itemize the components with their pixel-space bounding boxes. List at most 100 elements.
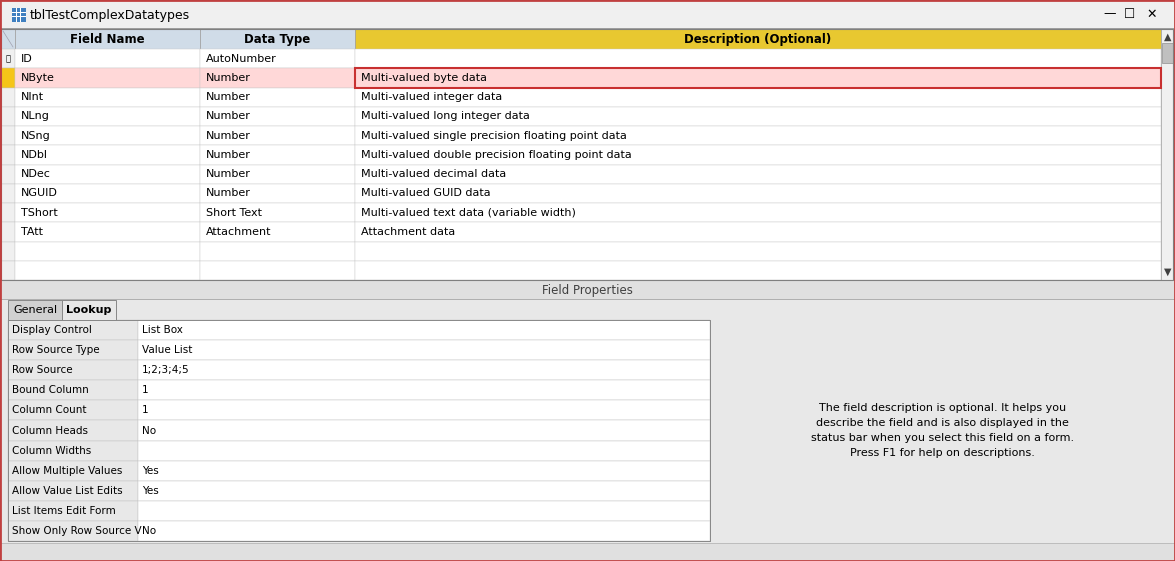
Bar: [62, 300, 116, 320]
Text: ✕: ✕: [1147, 7, 1157, 21]
Bar: [355, 241, 1161, 261]
Text: Lookup: Lookup: [66, 305, 112, 315]
Text: Field Name: Field Name: [70, 33, 145, 45]
Text: Multi-valued long integer data: Multi-valued long integer data: [361, 112, 530, 121]
Text: Allow Multiple Values: Allow Multiple Values: [12, 466, 122, 476]
Text: NLng: NLng: [21, 112, 49, 121]
Text: Multi-valued byte data: Multi-valued byte data: [361, 73, 486, 83]
Bar: [200, 29, 355, 49]
Text: List Items Edit Form: List Items Edit Form: [12, 506, 116, 516]
Text: Number: Number: [206, 188, 251, 199]
Bar: [15, 68, 200, 88]
Text: TShort: TShort: [21, 208, 58, 218]
Text: Row Source Type: Row Source Type: [12, 345, 100, 355]
Bar: [200, 68, 355, 88]
Bar: [1161, 29, 1174, 280]
Text: NDbl: NDbl: [21, 150, 48, 160]
Bar: [137, 461, 710, 481]
Bar: [355, 222, 1161, 241]
Bar: [355, 184, 1161, 203]
Bar: [8, 521, 137, 541]
Text: Multi-valued text data (variable width): Multi-valued text data (variable width): [361, 208, 576, 218]
Bar: [200, 145, 355, 164]
Bar: [8, 461, 137, 481]
Bar: [15, 107, 200, 126]
Bar: [137, 420, 710, 440]
Bar: [137, 521, 710, 541]
Text: 🔑: 🔑: [6, 54, 11, 63]
Bar: [1, 126, 15, 145]
Text: No: No: [142, 526, 156, 536]
Text: Column Heads: Column Heads: [12, 425, 88, 435]
Bar: [8, 380, 137, 401]
Text: Data Type: Data Type: [244, 33, 310, 45]
Text: ▲: ▲: [1163, 32, 1171, 42]
Bar: [8, 320, 710, 541]
Text: Multi-valued GUID data: Multi-valued GUID data: [361, 188, 491, 199]
Text: NByte: NByte: [21, 73, 55, 83]
Text: Show Only Row Source V: Show Only Row Source V: [12, 526, 142, 536]
Bar: [355, 145, 1161, 164]
Text: 1: 1: [142, 385, 148, 396]
Bar: [200, 203, 355, 222]
Text: Field Properties: Field Properties: [542, 283, 633, 297]
Bar: [1, 1, 1174, 29]
Bar: [200, 126, 355, 145]
Text: Description (Optional): Description (Optional): [684, 33, 832, 45]
Bar: [1162, 43, 1173, 63]
Bar: [15, 241, 200, 261]
Bar: [0, 280, 1175, 281]
Bar: [8, 401, 137, 420]
Bar: [355, 164, 1161, 184]
Text: Number: Number: [206, 92, 251, 102]
Text: Number: Number: [206, 131, 251, 141]
Bar: [15, 126, 200, 145]
Bar: [1, 241, 15, 261]
Bar: [15, 145, 200, 164]
Bar: [355, 261, 1161, 280]
Bar: [8, 300, 62, 320]
Text: Number: Number: [206, 169, 251, 179]
Text: —: —: [1103, 7, 1116, 21]
Bar: [8, 501, 137, 521]
Bar: [12, 8, 26, 22]
Bar: [15, 203, 200, 222]
Bar: [200, 184, 355, 203]
Text: General: General: [13, 305, 58, 315]
Bar: [200, 222, 355, 241]
Bar: [15, 29, 200, 49]
Text: NInt: NInt: [21, 92, 45, 102]
Bar: [1, 88, 15, 107]
Bar: [1, 28, 1174, 29]
Text: Display Control: Display Control: [12, 325, 92, 335]
Bar: [355, 68, 1161, 88]
Bar: [137, 320, 710, 340]
Bar: [8, 420, 137, 440]
Text: Attachment data: Attachment data: [361, 227, 455, 237]
Bar: [0, 280, 1175, 300]
Text: Row Source: Row Source: [12, 365, 73, 375]
Bar: [0, 299, 1175, 300]
Text: Attachment: Attachment: [206, 227, 271, 237]
Bar: [355, 49, 1161, 68]
Text: Number: Number: [206, 73, 251, 83]
Bar: [1, 184, 15, 203]
Bar: [1, 261, 15, 280]
Bar: [355, 126, 1161, 145]
Text: ID: ID: [21, 54, 33, 63]
Bar: [355, 88, 1161, 107]
Bar: [15, 184, 200, 203]
Bar: [355, 68, 1161, 88]
Bar: [137, 440, 710, 461]
Text: Short Text: Short Text: [206, 208, 262, 218]
Bar: [8, 440, 137, 461]
Bar: [8, 320, 710, 541]
Bar: [8, 320, 137, 340]
Text: 1: 1: [142, 406, 148, 415]
Bar: [355, 29, 1161, 49]
Text: 1;2;3;4;5: 1;2;3;4;5: [142, 365, 189, 375]
Text: NDec: NDec: [21, 169, 51, 179]
Bar: [15, 222, 200, 241]
Bar: [200, 49, 355, 68]
Text: AutoNumber: AutoNumber: [206, 54, 277, 63]
